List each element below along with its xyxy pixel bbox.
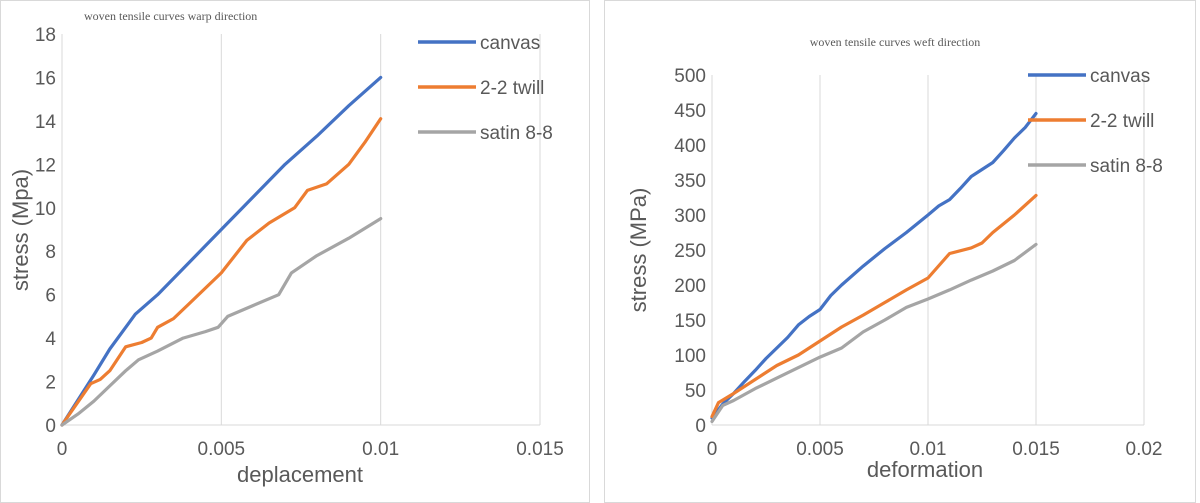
chart-warp-direction: 0 2 4 6 8 10 12 14 16 18 0 0.005 0.01 0.015 woven tens… bbox=[0, 0, 590, 503]
weft-y-tick-label: 250 bbox=[674, 241, 706, 262]
warp-x-tick-label: 0.015 bbox=[516, 439, 564, 460]
weft-legend-label: 2-2 twill bbox=[1090, 111, 1154, 132]
warp-y-tick-label: 6 bbox=[45, 286, 56, 307]
warp-series-line-2-2-twill bbox=[60, 117, 383, 427]
warp-legend-label: canvas bbox=[480, 33, 540, 54]
weft-series-line-canvas bbox=[710, 111, 1038, 420]
warp-y-tick-label: 4 bbox=[45, 329, 56, 350]
warp-x-axis-label: deplacement bbox=[237, 462, 363, 487]
weft-y-tick-label: 50 bbox=[685, 381, 706, 402]
weft-legend-label: satin 8-8 bbox=[1090, 156, 1163, 177]
weft-x-tick-label: 0.005 bbox=[796, 439, 844, 460]
weft-y-tick-label: 100 bbox=[674, 346, 706, 367]
warp-series-line-satin-8-8 bbox=[60, 217, 383, 427]
warp-x-tick-label: 0 bbox=[57, 439, 68, 460]
chart-weft-direction: 0 50 100 150 200 250 300 350 400 450 500 0 0.005 0.01… bbox=[604, 0, 1196, 503]
weft-x-axis-label: deformation bbox=[867, 457, 983, 482]
warp-x-tick-label: 0.01 bbox=[362, 439, 399, 460]
weft-legend-label: canvas bbox=[1090, 66, 1150, 87]
warp-y-tick-label: 10 bbox=[35, 199, 56, 220]
weft-y-axis-label: stress (MPa) bbox=[626, 188, 651, 313]
warp-x-tick-label: 0.005 bbox=[198, 439, 246, 460]
weft-series-line-satin-8-8 bbox=[710, 242, 1038, 424]
weft-chart-title: woven tensile curves weft direction bbox=[810, 35, 981, 49]
weft-x-tick-label: 0.01 bbox=[910, 439, 947, 460]
warp-chart-frame bbox=[0, 0, 590, 503]
warp-chart-title: woven tensile curves warp direction bbox=[84, 9, 257, 23]
weft-y-tick-label: 450 bbox=[674, 101, 706, 122]
weft-x-tick-label: 0.015 bbox=[1012, 439, 1060, 460]
weft-y-tick-label: 400 bbox=[674, 136, 706, 157]
warp-y-tick-label: 0 bbox=[45, 416, 56, 437]
weft-x-tick-label: 0 bbox=[707, 439, 718, 460]
warp-y-tick-label: 14 bbox=[35, 112, 57, 133]
warp-legend-label: satin 8-8 bbox=[480, 123, 553, 144]
warp-y-tick-label: 8 bbox=[45, 242, 56, 263]
warp-y-axis-label: stress (Mpa) bbox=[8, 169, 33, 291]
weft-series-line-2-2-twill bbox=[710, 193, 1038, 419]
weft-y-tick-label: 500 bbox=[674, 66, 706, 87]
weft-y-tick-label: 150 bbox=[674, 311, 706, 332]
warp-y-tick-label: 18 bbox=[35, 25, 56, 46]
weft-x-tick-label: 0.02 bbox=[1126, 439, 1163, 460]
warp-series-line-canvas bbox=[60, 75, 383, 427]
warp-y-tick-label: 2 bbox=[45, 373, 56, 394]
warp-y-tick-label: 16 bbox=[35, 68, 56, 89]
weft-y-tick-label: 200 bbox=[674, 276, 706, 297]
weft-y-tick-label: 0 bbox=[695, 416, 706, 437]
weft-chart-frame bbox=[604, 0, 1196, 503]
warp-y-tick-label: 12 bbox=[35, 155, 56, 176]
warp-legend-label: 2-2 twill bbox=[480, 78, 544, 99]
chart-weft-svg: 0 50 100 150 200 250 300 350 400 450 500 0 0.005 0.01… bbox=[604, 0, 1196, 503]
weft-y-tick-label: 300 bbox=[674, 206, 706, 227]
chart-warp-svg: 0 2 4 6 8 10 12 14 16 18 0 0.005 0.01 0.015 woven tens… bbox=[0, 0, 590, 503]
weft-y-tick-label: 350 bbox=[674, 171, 706, 192]
